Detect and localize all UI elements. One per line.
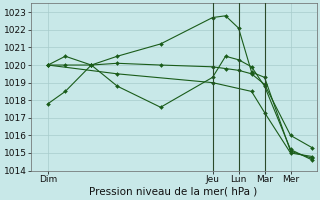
X-axis label: Pression niveau de la mer( hPa ): Pression niveau de la mer( hPa ) bbox=[90, 187, 258, 197]
